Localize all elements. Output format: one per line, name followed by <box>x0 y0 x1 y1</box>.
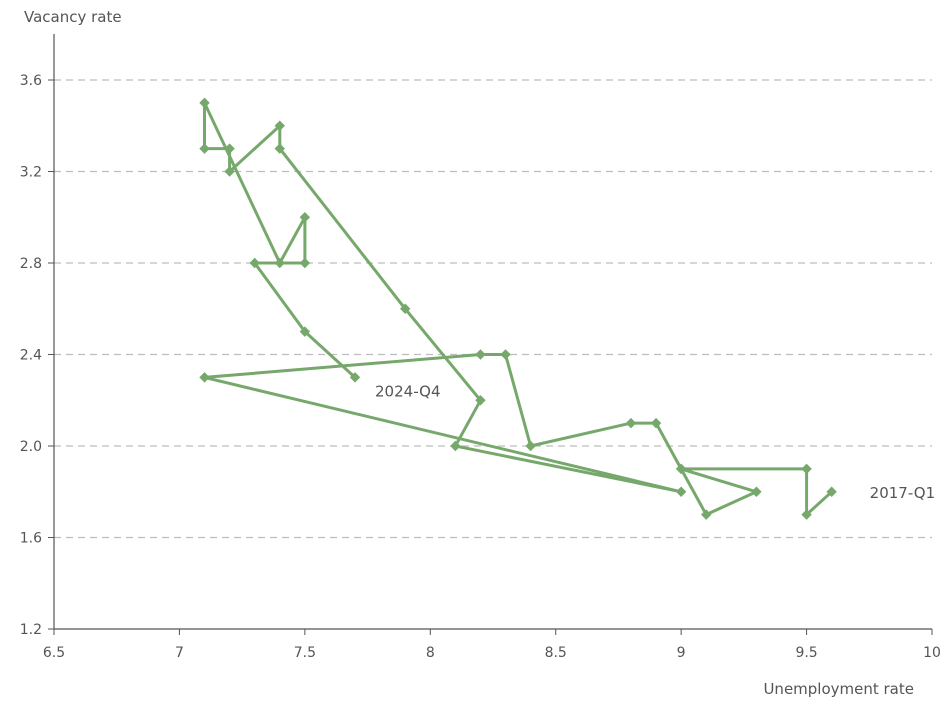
data-point-marker <box>299 212 311 223</box>
x-tick-label: 10 <box>923 645 941 661</box>
data-point-marker <box>751 486 762 497</box>
data-point-marker <box>650 417 662 429</box>
x-tick-label: 7.5 <box>294 645 316 661</box>
data-point-marker <box>450 440 461 452</box>
data-point-marker <box>199 97 210 109</box>
data-point-marker <box>274 143 285 154</box>
data-series <box>199 97 837 520</box>
data-point-marker <box>826 486 837 497</box>
data-point-marker <box>349 372 361 383</box>
axes <box>48 34 933 635</box>
point-annotation: 2017-Q1 <box>870 484 936 502</box>
data-point-marker <box>625 417 637 429</box>
x-tick-label: 6.5 <box>43 645 65 661</box>
data-point-marker <box>675 486 687 497</box>
data-point-marker <box>525 440 536 452</box>
y-tick-label: 3.6 <box>20 73 42 89</box>
data-point-marker <box>801 463 812 475</box>
data-point-marker <box>199 372 210 383</box>
data-point-marker <box>299 257 311 269</box>
data-point-marker <box>274 120 285 131</box>
data-point-marker <box>500 349 511 360</box>
data-point-marker <box>224 166 235 177</box>
y-tick-label: 3.2 <box>20 165 42 181</box>
x-tick-label: 7 <box>175 645 184 661</box>
series-line <box>203 101 834 517</box>
y-tick-label: 1.6 <box>20 531 42 547</box>
data-point-marker <box>199 143 210 154</box>
y-tick-label: 1.2 <box>20 622 42 638</box>
labels: 1.2 1.6 2.0 2.4 2.8 3.2 3.6 6.5 7 7.5 8 8.5 9 9.5 10 Va… <box>20 8 941 698</box>
data-point-marker <box>400 303 411 314</box>
y-tick-label: 2.0 <box>20 439 42 455</box>
y-axis-title: Vacancy rate <box>24 8 122 26</box>
data-point-marker <box>675 463 687 475</box>
x-tick-label: 8.5 <box>545 645 567 661</box>
x-axis-title: Unemployment rate <box>763 680 914 698</box>
data-point-marker <box>274 257 285 269</box>
data-point-marker <box>701 509 712 520</box>
data-point-marker <box>801 509 812 520</box>
x-tick-label: 9.5 <box>795 645 817 661</box>
x-tick-label: 9 <box>677 645 686 661</box>
y-tick-label: 2.8 <box>20 256 42 272</box>
data-point-marker <box>475 349 486 360</box>
data-point-marker <box>249 257 260 269</box>
data-point-marker <box>475 395 486 406</box>
x-tick-label: 8 <box>426 645 435 661</box>
y-tick-label: 2.4 <box>20 348 42 364</box>
data-point-marker <box>224 143 235 154</box>
point-annotation: 2024-Q4 <box>375 382 441 400</box>
data-point-marker <box>299 326 311 337</box>
